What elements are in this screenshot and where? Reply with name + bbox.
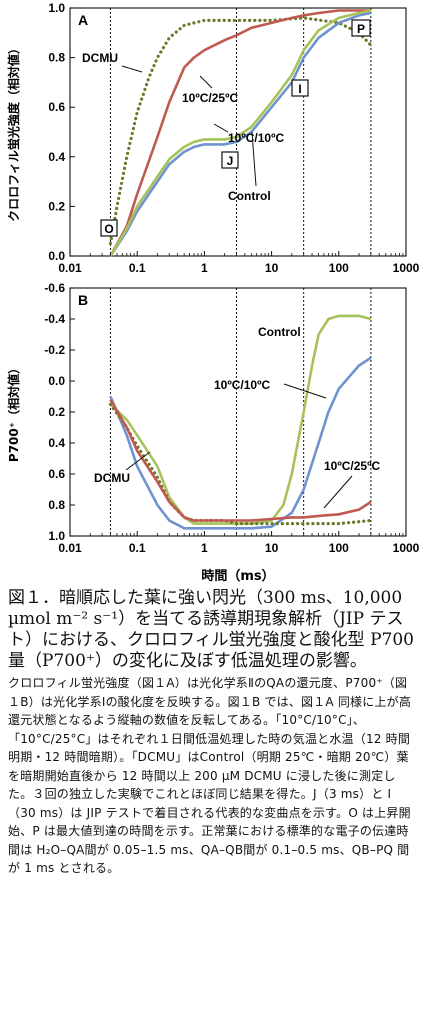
- ytick-label-a-0: 0.0: [48, 249, 65, 263]
- marker-i: I: [298, 82, 301, 96]
- annotation-10c-25c: 10ºC/25ºC: [182, 91, 238, 105]
- marker-o: O: [104, 222, 113, 236]
- series-a-1: [109, 9, 371, 257]
- panel-b-label: B: [78, 292, 88, 308]
- panel-a-frame: [69, 7, 407, 257]
- series-a-0: [108, 16, 373, 246]
- ylabel-b: P700⁺（相対値）: [6, 362, 21, 462]
- xlabel: 時間（ms）: [201, 568, 274, 584]
- ytick-label-b-7: 0.8: [48, 498, 65, 512]
- xtick-label-a-3: 10: [265, 261, 279, 275]
- xtick-label-a-0: 0.01: [58, 261, 82, 275]
- annotation-control-a: Control: [228, 189, 271, 203]
- ytick-label-b-1: -0.4: [44, 312, 65, 326]
- xtick-label-b-1: 0.1: [129, 541, 146, 555]
- marker-j: J: [227, 154, 234, 168]
- xtick-label-a-2: 1: [201, 261, 208, 275]
- xtick-label-b-2: 1: [201, 541, 208, 555]
- series-b-3: [109, 398, 372, 522]
- annotation-10c-25c-b: 10ºC/25ºC: [324, 459, 380, 473]
- panel-b-chart: 0.01 0.1 1 10 100 1000 -0.6 -0.4 -0.2 0.0 0.2 0.4 0.…: [6, 281, 420, 555]
- xtick-label-b-4: 100: [329, 541, 349, 555]
- caption-title: 図１．暗順応した葉に強い閃光（300 ms、10,000 µmol m⁻² s⁻…: [8, 588, 414, 671]
- ytick-label-b-6: 0.6: [48, 467, 65, 481]
- annotation-control-b: Control: [258, 325, 301, 339]
- panel-b-frame: [69, 287, 407, 537]
- figure-caption: 図１．暗順応した葉に強い閃光（300 ms、10,000 µmol m⁻² s⁻…: [8, 588, 418, 878]
- ytick-label-b-0: -0.6: [44, 281, 65, 295]
- panel-b-ticks: 0.01 0.1 1 10 100 1000 -0.6 -0.4 -0.2 0.0 0.2 0.4 0.…: [44, 281, 419, 555]
- ytick-label-b-4: 0.2: [48, 405, 65, 419]
- ytick-label-b-5: 0.4: [48, 436, 65, 450]
- annotation-dcmu-b: DCMU: [94, 471, 130, 485]
- ytick-label-a-2: 0.4: [48, 150, 65, 164]
- panel-a-annotations: DCMU 10ºC/25ºC 10ºC/10ºC Control O J I P: [82, 19, 371, 237]
- ytick-label-a-3: 0.6: [48, 100, 65, 114]
- ytick-label-b-3: 0.0: [48, 374, 65, 388]
- ylabel-a: クロロフィル蛍光強度（相対値）: [6, 42, 21, 222]
- ytick-label-b-2: -0.2: [44, 343, 65, 357]
- series-a-2: [109, 11, 372, 257]
- panel-a-chart: 0.01 0.1 1 10 100 1000 0.0 0.2 0.4 0.6 0.8 1.0 A クロ…: [6, 1, 420, 275]
- marker-p: P: [357, 22, 365, 36]
- panel-a-ticks: 0.01 0.1 1 10 100 1000 0.0 0.2 0.4 0.6 0.8 1.0: [48, 1, 419, 275]
- ytick-label-b-8: 1.0: [48, 529, 65, 543]
- series-a-3: [109, 9, 372, 257]
- xtick-label-b-0: 0.01: [58, 541, 82, 555]
- panel-b-annotations: Control 10ºC/10ºC DCMU 10ºC/25ºC: [94, 325, 380, 509]
- xtick-label-a-4: 100: [329, 261, 349, 275]
- panel-a-label: A: [78, 12, 88, 28]
- panel-a-series: [108, 9, 373, 257]
- xtick-label-a-1: 0.1: [129, 261, 146, 275]
- annotation-10c-10c: 10ºC/10ºC: [228, 131, 284, 145]
- ytick-label-a-5: 1.0: [48, 1, 65, 15]
- xtick-label-b-5: 1000: [393, 541, 420, 555]
- caption-body: クロロフィル蛍光強度（図１A）は光化学系ⅡのQAの還元度、P700⁺（図１B）は…: [8, 676, 412, 875]
- xtick-label-b-3: 10: [265, 541, 279, 555]
- annotation-dcmu: DCMU: [82, 51, 118, 65]
- annotation-10c-10c-b: 10ºC/10ºC: [214, 378, 270, 392]
- series-b-1: [109, 356, 372, 530]
- ytick-label-a-1: 0.2: [48, 199, 65, 213]
- ytick-label-a-4: 0.8: [48, 51, 65, 65]
- xtick-label-a-5: 1000: [393, 261, 420, 275]
